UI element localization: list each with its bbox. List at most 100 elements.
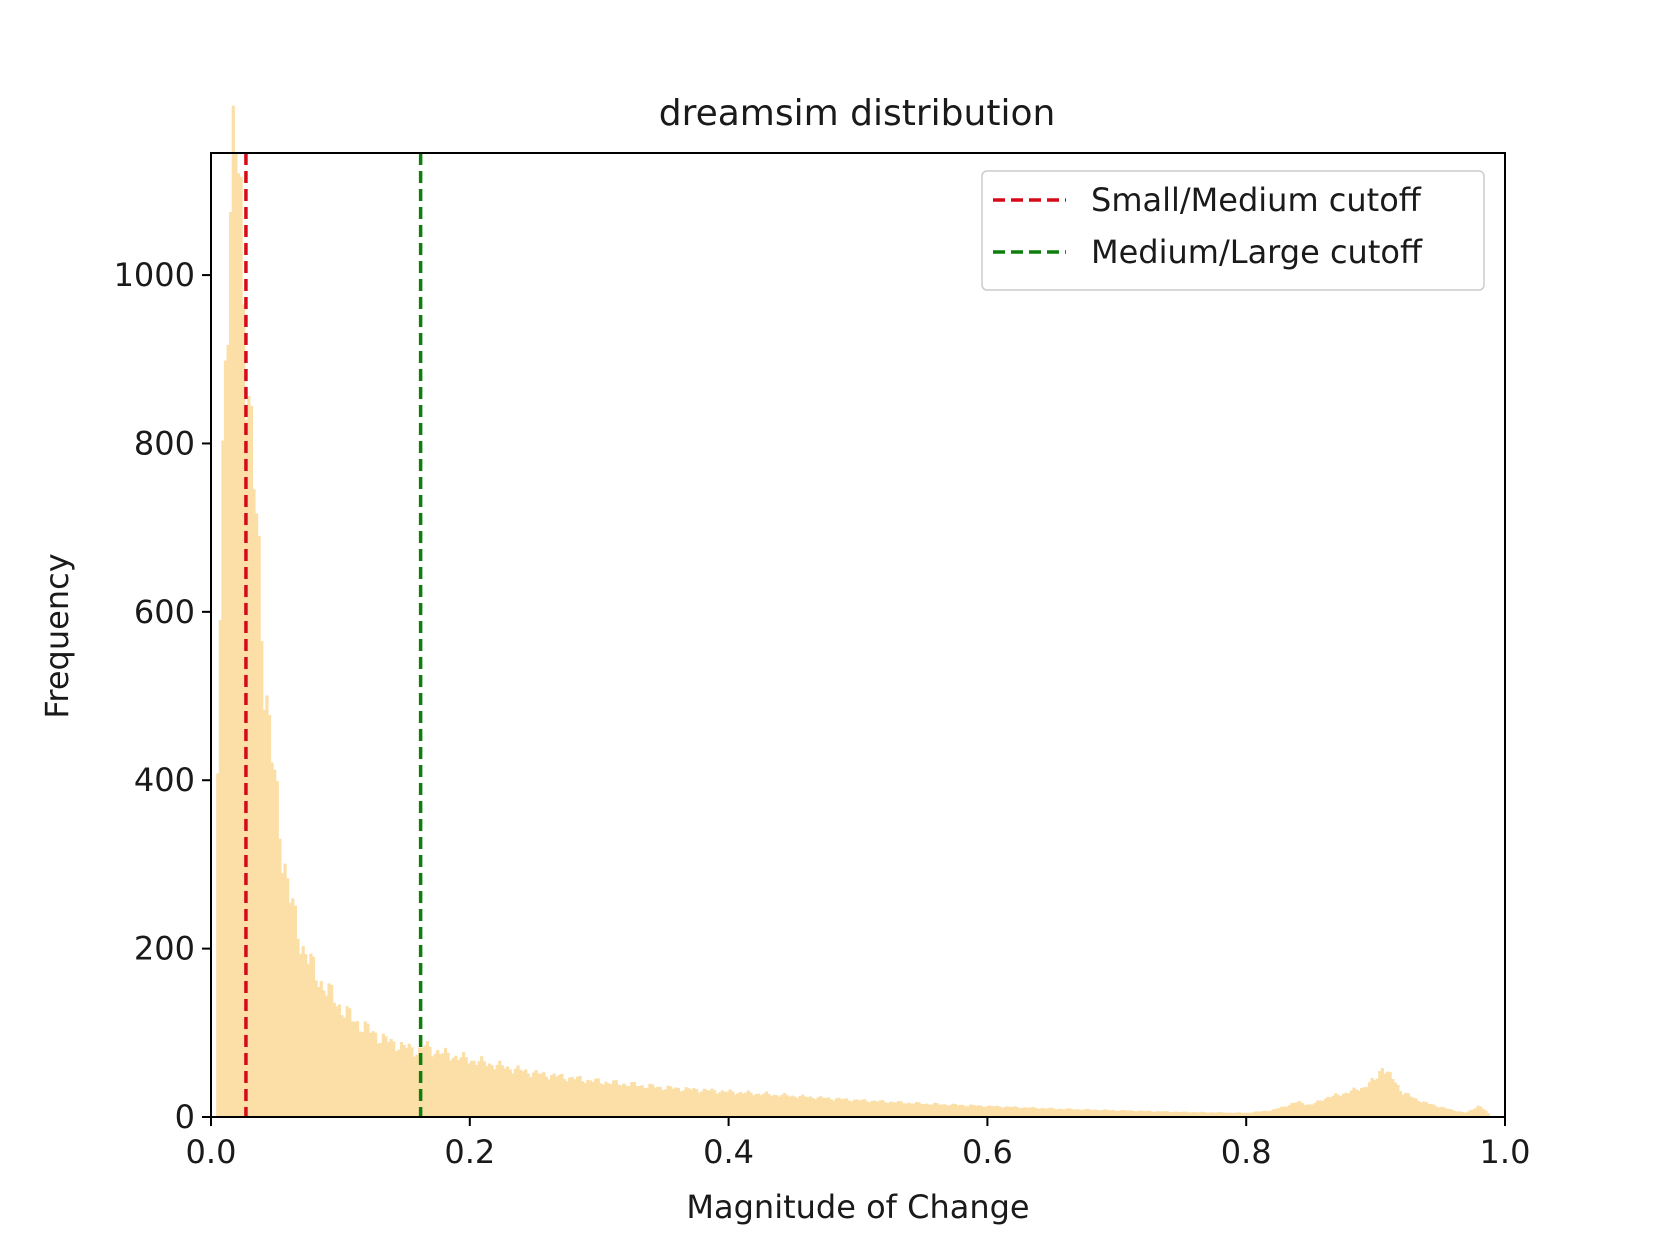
histogram-bar: [1277, 1108, 1281, 1117]
histogram-bar: [1088, 1109, 1092, 1117]
histogram-bar: [684, 1087, 688, 1117]
histogram-bar: [744, 1092, 748, 1117]
histogram-bar: [1238, 1112, 1242, 1117]
histogram-bar: [1424, 1102, 1428, 1117]
histogram-bar: [270, 762, 274, 1117]
histogram-bar: [348, 1008, 352, 1117]
histogram-bar: [609, 1084, 613, 1117]
histogram-bar: [459, 1057, 463, 1117]
histogram-bar: [914, 1102, 919, 1117]
histogram-bar: [405, 1047, 409, 1117]
histogram-bar: [971, 1104, 976, 1117]
histogram-bar: [1251, 1112, 1255, 1117]
histogram-bar: [904, 1103, 908, 1117]
histogram-bar: [839, 1099, 844, 1117]
histogram-bar: [715, 1093, 719, 1117]
histogram-bar: [534, 1070, 538, 1117]
histogram-bar: [368, 1032, 373, 1117]
histogram-bar: [1341, 1093, 1346, 1117]
histogram-bar: [330, 984, 334, 1117]
histogram-bar: [1062, 1109, 1066, 1117]
histogram-bar: [1295, 1102, 1299, 1117]
histogram-bar: [697, 1092, 701, 1117]
histogram-bar: [379, 1042, 383, 1117]
histogram-bar: [402, 1044, 406, 1117]
histogram-bar: [617, 1084, 621, 1117]
histogram-bar: [1466, 1111, 1470, 1117]
histogram-bar: [386, 1042, 391, 1117]
histogram-bar: [1378, 1071, 1382, 1117]
histogram-bar: [1059, 1108, 1064, 1117]
histogram-bar: [645, 1087, 649, 1117]
histogram-bar: [1176, 1111, 1180, 1117]
histogram-bar: [868, 1102, 872, 1117]
histogram-bar: [1455, 1111, 1460, 1117]
histogram-bar: [542, 1071, 546, 1117]
histogram-bar: [635, 1086, 639, 1117]
histogram-bar: [1453, 1110, 1457, 1117]
histogram-bar: [700, 1091, 704, 1117]
histogram-bar: [1072, 1109, 1076, 1117]
histogram-bar: [407, 1043, 411, 1117]
histogram-bar: [482, 1061, 486, 1117]
histogram-bar: [958, 1104, 963, 1117]
histogram-bar: [306, 963, 310, 1117]
histogram-bar: [430, 1056, 435, 1117]
histogram-bar: [529, 1077, 533, 1117]
histogram-bar: [889, 1101, 893, 1117]
histogram-bar: [1103, 1109, 1108, 1117]
histogram-bar: [676, 1087, 681, 1117]
histogram-bar: [1266, 1111, 1271, 1117]
histogram-bar: [1422, 1101, 1426, 1117]
histogram-bar: [596, 1078, 600, 1117]
histogram-bar: [775, 1095, 779, 1117]
histogram-bar: [927, 1104, 932, 1117]
histogram-bar: [425, 1041, 429, 1117]
histogram-bar: [1450, 1109, 1454, 1117]
histogram-bar: [816, 1097, 820, 1117]
histogram-bar: [531, 1072, 536, 1117]
histogram-bar: [891, 1102, 895, 1117]
histogram-bar: [933, 1102, 937, 1117]
y-axis-label: Frequency: [38, 553, 76, 718]
histogram-bar: [653, 1087, 657, 1117]
histogram-bar: [863, 1099, 867, 1117]
histogram-bar: [1331, 1095, 1335, 1117]
histogram-bar: [749, 1092, 753, 1117]
histogram-bar: [907, 1102, 911, 1117]
histogram-bar: [394, 1051, 398, 1117]
histogram-bar: [974, 1105, 978, 1117]
x-tick-label: 0.0: [186, 1133, 237, 1171]
histogram-bar: [355, 1021, 360, 1117]
y-tick-label: 600: [134, 593, 195, 631]
histogram-bar: [1186, 1112, 1190, 1117]
histogram-bar: [614, 1080, 618, 1117]
histogram-bar: [625, 1085, 629, 1117]
histogram-bar: [1380, 1068, 1384, 1117]
histogram-bar: [1220, 1112, 1224, 1117]
histogram-bar: [1303, 1104, 1307, 1117]
histogram-bar: [340, 1015, 344, 1117]
histogram-bar: [1435, 1106, 1439, 1117]
histogram-bar: [1442, 1107, 1447, 1117]
histogram-bar: [814, 1099, 818, 1117]
histogram-bar: [1000, 1107, 1004, 1117]
histogram-bar: [718, 1092, 722, 1117]
histogram-bar: [1155, 1111, 1159, 1117]
histogram-bar: [1018, 1108, 1022, 1117]
histogram-bar: [1297, 1101, 1302, 1117]
histogram-bar: [1432, 1104, 1436, 1117]
histogram-bar: [658, 1086, 662, 1117]
histogram-bar: [397, 1049, 401, 1117]
histogram-bar: [733, 1094, 737, 1117]
histogram-bar: [1334, 1093, 1338, 1117]
histogram-bar: [1127, 1110, 1131, 1117]
histogram-bar: [627, 1085, 631, 1117]
histogram-bar: [366, 1023, 370, 1117]
histogram-bar: [1437, 1107, 1441, 1117]
histogram-bar: [1357, 1090, 1361, 1117]
histogram-bar: [811, 1098, 815, 1117]
histogram-bar: [229, 211, 233, 1117]
histogram-bar: [956, 1105, 960, 1117]
histogram-bar: [1202, 1111, 1206, 1117]
